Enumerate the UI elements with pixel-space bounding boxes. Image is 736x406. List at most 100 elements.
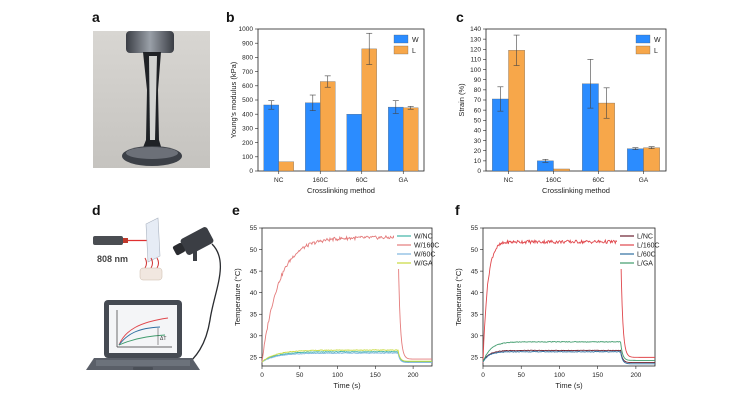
panel-letter-a: a bbox=[92, 9, 100, 25]
bar-W-GA bbox=[627, 148, 644, 172]
y-tick-label: 700 bbox=[242, 69, 253, 76]
sample-film-icon bbox=[145, 217, 161, 263]
x-tick-label: 200 bbox=[408, 372, 419, 379]
legend-label-W: W bbox=[654, 37, 661, 44]
y-tick-label: 55 bbox=[471, 225, 479, 232]
y-tick-label: 80 bbox=[474, 87, 482, 94]
y-tick-label: 55 bbox=[250, 225, 258, 232]
y-tick-label: 50 bbox=[250, 247, 258, 254]
bar-W-60C bbox=[346, 114, 362, 172]
panel-letter-d: d bbox=[92, 202, 101, 218]
x-axis-label: Crosslinking method bbox=[542, 186, 610, 195]
x-tick-label: 60C bbox=[593, 177, 605, 184]
cable bbox=[182, 243, 221, 369]
bar-W-160C bbox=[305, 102, 321, 172]
y-tick-label: 20 bbox=[474, 148, 482, 155]
y-tick-label: 100 bbox=[242, 154, 253, 161]
x-tick-label: 100 bbox=[332, 372, 343, 379]
laser-icon bbox=[93, 236, 123, 245]
y-axis-label: Temperature (°C) bbox=[233, 268, 242, 326]
legend-label-L: L bbox=[412, 48, 416, 55]
x-tick-label: 60C bbox=[356, 177, 368, 184]
thermal-camera-icon bbox=[172, 227, 214, 261]
y-tick-label: 40 bbox=[474, 128, 482, 135]
heat-wave-icon bbox=[144, 257, 159, 269]
y-tick-label: 130 bbox=[470, 36, 481, 43]
plot-frame bbox=[482, 227, 656, 367]
legend-label-W/160C: W/160C bbox=[414, 242, 439, 249]
y-tick-label: 0 bbox=[477, 168, 481, 175]
series-line-L/GA bbox=[482, 341, 655, 362]
bar-W-GA bbox=[388, 106, 404, 172]
y-tick-label: 40 bbox=[471, 290, 479, 297]
bar-L-60C bbox=[361, 48, 377, 172]
x-axis-label: Crosslinking method bbox=[307, 186, 375, 195]
y-axis-label: Young's modulus (kPa) bbox=[229, 61, 238, 138]
bar-L-GA bbox=[403, 107, 419, 172]
laptop-icon: ΔT bbox=[86, 300, 200, 370]
y-tick-label: 25 bbox=[250, 355, 258, 362]
y-tick-label: 45 bbox=[250, 268, 258, 275]
x-tick-label: 0 bbox=[481, 372, 485, 379]
chart-temperature-l: 25 30 35 40 45 50 55 0 50 100 150 200 Time (s) Temper… bbox=[454, 225, 660, 390]
series-line-L/160C bbox=[482, 238, 655, 363]
x-tick-label: 50 bbox=[296, 372, 304, 379]
bar-L-160C bbox=[553, 168, 570, 172]
x-tick-label: 160C bbox=[546, 177, 562, 184]
y-tick-label: 1000 bbox=[239, 26, 254, 33]
y-tick-label: 90 bbox=[474, 77, 482, 84]
series-line-W/160C bbox=[261, 234, 432, 363]
bar-L-NC bbox=[508, 50, 525, 172]
x-tick-label: 160C bbox=[312, 177, 328, 184]
legend-swatch-W bbox=[393, 34, 409, 44]
x-tick-label: NC bbox=[504, 177, 514, 184]
legend-label-W/NC: W/NC bbox=[414, 233, 433, 240]
chart-strain: 0 10 20 30 40 50 60 70 80 90 100 110 120 130 140 NC 160C… bbox=[457, 26, 667, 195]
y-tick-label: 35 bbox=[250, 311, 258, 318]
y-tick-label: 45 bbox=[471, 268, 479, 275]
y-tick-label: 600 bbox=[242, 83, 253, 90]
x-axis-label: Time (s) bbox=[333, 381, 361, 390]
y-tick-label: 30 bbox=[474, 138, 482, 145]
x-tick-label: 150 bbox=[370, 372, 381, 379]
y-tick-label: 140 bbox=[470, 26, 481, 33]
legend-label-W/GA: W/GA bbox=[414, 260, 433, 267]
y-tick-label: 100 bbox=[470, 67, 481, 74]
legend-label-L: L bbox=[654, 48, 658, 55]
legend-label-L/60C: L/60C bbox=[637, 251, 656, 258]
panel-letter-c: c bbox=[456, 9, 464, 25]
series-line-W/NC bbox=[261, 351, 432, 363]
y-tick-label: 50 bbox=[471, 247, 479, 254]
y-axis-label: Temperature (°C) bbox=[454, 268, 463, 326]
x-tick-label: GA bbox=[399, 177, 409, 184]
panel-letter-b: b bbox=[226, 9, 235, 25]
y-tick-label: 800 bbox=[242, 55, 253, 62]
x-tick-label: NC bbox=[274, 177, 284, 184]
chart-temperature-w: 25 30 35 40 45 50 55 0 50 100 150 200 Time (s) Temper… bbox=[233, 225, 439, 390]
y-tick-label: 30 bbox=[471, 333, 479, 340]
bar-L-160C bbox=[320, 81, 336, 172]
y-tick-label: 0 bbox=[249, 168, 253, 175]
legend-label-L/GA: L/GA bbox=[637, 260, 653, 267]
panel-letter-f: f bbox=[455, 202, 460, 218]
x-tick-label: 150 bbox=[592, 372, 603, 379]
photothermal-setup-illustration: 808 nm ΔT bbox=[86, 217, 221, 370]
y-tick-label: 400 bbox=[242, 111, 253, 118]
x-tick-label: GA bbox=[639, 177, 649, 184]
legend-swatch-L bbox=[635, 45, 651, 55]
legend-label-L/160C: L/160C bbox=[637, 242, 660, 249]
y-tick-label: 30 bbox=[250, 333, 258, 340]
x-tick-label: 200 bbox=[630, 372, 641, 379]
y-tick-label: 110 bbox=[471, 57, 482, 64]
y-axis-label: Strain (%) bbox=[457, 83, 466, 117]
series-line-L/60C bbox=[482, 350, 655, 365]
legend-label-W: W bbox=[412, 37, 419, 44]
y-tick-label: 10 bbox=[474, 158, 482, 165]
y-tick-label: 35 bbox=[471, 311, 479, 318]
y-tick-label: 500 bbox=[242, 97, 253, 104]
legend-label-W/60C: W/60C bbox=[414, 251, 435, 258]
bar-L-NC bbox=[278, 161, 294, 172]
y-tick-label: 300 bbox=[242, 126, 253, 133]
chart-young-modulus: 0 100 200 300 400 500 600 700 800 900 1000 NC 160C 60… bbox=[229, 26, 425, 195]
